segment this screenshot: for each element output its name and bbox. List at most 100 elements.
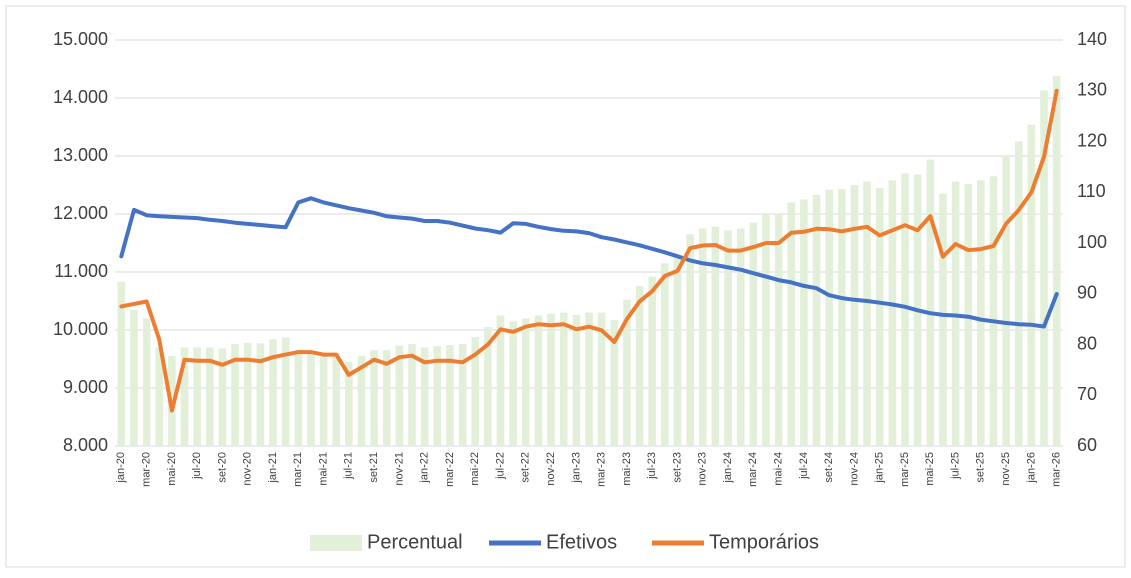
y2-tick-label: 120 (1077, 130, 1107, 150)
bar (686, 234, 694, 446)
x-tick-label: mar-25 (899, 452, 911, 487)
bar (926, 159, 935, 447)
bar (711, 226, 720, 446)
y-tick-label: 11.000 (54, 261, 108, 281)
bar (496, 315, 505, 446)
bar (1014, 141, 1023, 446)
bar (345, 361, 353, 446)
bar (863, 181, 871, 446)
line (119, 88, 1059, 413)
x-tick-label: set-22 (520, 452, 532, 483)
y2-tick-label: 130 (1077, 80, 1107, 100)
bar (420, 347, 429, 446)
bar (597, 312, 606, 446)
bar (648, 276, 656, 446)
bar (243, 342, 252, 446)
y-tick-label: 13.000 (53, 145, 108, 165)
y2-tick-label: 80 (1077, 333, 1097, 353)
y-tick-label: 12.000 (53, 203, 108, 223)
bar (635, 285, 644, 446)
bar (408, 343, 416, 446)
x-tick-label: mar-21 (292, 452, 304, 487)
bar (888, 180, 897, 447)
bar (117, 281, 126, 446)
legend-swatch (310, 535, 362, 551)
bar (800, 199, 808, 446)
x-tick-label: jan-24 (722, 452, 734, 484)
bar (357, 356, 366, 446)
legend-label: Percentual (367, 531, 463, 553)
bar (231, 343, 239, 446)
bar (698, 228, 707, 446)
bar (875, 187, 884, 446)
bar (458, 343, 467, 446)
bar (749, 222, 758, 446)
x-tick-label: mai-23 (621, 452, 633, 486)
bar (559, 312, 568, 446)
bar (534, 315, 543, 446)
bar (939, 193, 947, 446)
bar (256, 343, 265, 446)
x-tick-label: nov-21 (393, 452, 405, 486)
y2-tick-label: 60 (1077, 435, 1097, 455)
bar (774, 214, 783, 446)
x-tick-label: mai-25 (924, 452, 936, 486)
line (119, 196, 1059, 329)
bar (901, 173, 909, 446)
x-tick-label: mar-26 (1051, 452, 1063, 487)
x-tick-label: mai-24 (773, 452, 785, 486)
bar (206, 347, 214, 446)
x-tick-label: jul-25 (949, 452, 961, 480)
chart-frame (5, 5, 1126, 568)
x-tick-label: jul-23 (646, 452, 658, 480)
bar (1040, 90, 1048, 447)
x-tick-label: jul-24 (798, 452, 810, 480)
y-tick-label: 10.000 (53, 319, 108, 339)
bar (812, 194, 821, 446)
y2-tick-label: 140 (1077, 29, 1107, 49)
legend-label: Efetivos (546, 531, 617, 553)
bar (1002, 156, 1010, 446)
x-tick-label: mar-23 (596, 452, 608, 487)
bar (1052, 75, 1061, 447)
x-tick-label: jan-20 (115, 452, 127, 484)
x-tick-label: jul-21 (343, 452, 355, 480)
bar (332, 353, 340, 446)
x-tick-label: set-21 (368, 452, 380, 483)
x-tick-label: nov-23 (697, 452, 709, 486)
x-tick-label: nov-20 (242, 452, 254, 486)
bar (509, 321, 517, 446)
bar (977, 180, 985, 447)
bar (319, 353, 328, 446)
x-tick-label: jul-22 (494, 452, 506, 480)
y2-tick-label: 90 (1077, 283, 1097, 303)
bar (787, 202, 796, 446)
bar (130, 309, 138, 446)
x-tick-label: nov-22 (545, 452, 557, 486)
bar (522, 318, 530, 446)
bar (673, 257, 682, 446)
bar (850, 185, 859, 446)
bar (395, 345, 404, 446)
bar (736, 228, 745, 446)
bar (142, 318, 151, 446)
bar (547, 313, 555, 446)
x-tick-label: mar-22 (444, 452, 456, 487)
bar (382, 350, 391, 446)
bar (307, 353, 315, 446)
x-tick-label: nov-25 (1000, 452, 1012, 486)
x-tick-label: set-25 (975, 452, 987, 483)
x-tick-label: set-23 (671, 452, 683, 483)
bar (446, 345, 454, 446)
bar (281, 337, 290, 446)
bar (471, 336, 480, 446)
bar (1027, 124, 1036, 447)
bar (370, 350, 378, 446)
y-tick-label: 15.000 (53, 29, 108, 49)
x-tick-label: jan-23 (570, 452, 582, 484)
x-tick-label: mai-21 (317, 452, 329, 486)
bar (762, 214, 770, 446)
bar (623, 299, 631, 446)
bar (825, 189, 833, 446)
bar (610, 320, 619, 446)
